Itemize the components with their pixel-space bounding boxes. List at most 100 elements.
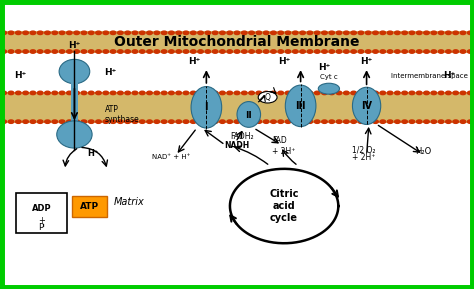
Circle shape — [278, 120, 283, 123]
Text: Pᴵ: Pᴵ — [38, 223, 45, 232]
Circle shape — [329, 91, 335, 95]
Circle shape — [344, 31, 349, 34]
Circle shape — [394, 120, 400, 123]
Circle shape — [74, 91, 80, 95]
Circle shape — [431, 120, 437, 123]
Text: NAD⁺ + H⁺: NAD⁺ + H⁺ — [152, 154, 191, 160]
Circle shape — [169, 50, 174, 53]
Circle shape — [161, 31, 167, 34]
Circle shape — [191, 31, 196, 34]
Text: +: + — [38, 216, 45, 225]
Ellipse shape — [57, 121, 92, 148]
Circle shape — [365, 31, 371, 34]
Circle shape — [8, 91, 14, 95]
Ellipse shape — [285, 85, 316, 127]
Circle shape — [322, 50, 328, 53]
Circle shape — [307, 91, 313, 95]
Circle shape — [59, 91, 65, 95]
Circle shape — [212, 91, 218, 95]
Text: + 2H⁺: + 2H⁺ — [353, 153, 376, 162]
Ellipse shape — [237, 101, 261, 127]
Circle shape — [292, 91, 298, 95]
Circle shape — [16, 120, 21, 123]
Circle shape — [198, 120, 203, 123]
Circle shape — [300, 31, 305, 34]
Circle shape — [351, 50, 356, 53]
Circle shape — [416, 50, 422, 53]
Circle shape — [37, 31, 43, 34]
Circle shape — [103, 50, 109, 53]
Circle shape — [59, 120, 65, 123]
Text: FADH₂: FADH₂ — [230, 132, 254, 141]
Circle shape — [409, 50, 415, 53]
Circle shape — [365, 91, 371, 95]
Circle shape — [161, 120, 167, 123]
Circle shape — [212, 50, 218, 53]
Circle shape — [307, 31, 313, 34]
Circle shape — [205, 91, 210, 95]
Circle shape — [81, 50, 87, 53]
Circle shape — [314, 31, 320, 34]
Circle shape — [37, 91, 43, 95]
Circle shape — [81, 31, 87, 34]
Circle shape — [258, 92, 277, 103]
Circle shape — [431, 50, 437, 53]
Circle shape — [110, 50, 116, 53]
Circle shape — [300, 91, 305, 95]
Text: ATP
synthase: ATP synthase — [105, 105, 140, 124]
Circle shape — [88, 120, 94, 123]
Circle shape — [373, 91, 378, 95]
Circle shape — [264, 50, 269, 53]
Text: H⁺: H⁺ — [443, 71, 455, 80]
Text: I: I — [205, 102, 208, 112]
Circle shape — [110, 31, 116, 34]
Text: H⁺: H⁺ — [318, 63, 330, 72]
Text: H⁺: H⁺ — [104, 68, 116, 77]
Circle shape — [387, 31, 393, 34]
Circle shape — [292, 31, 298, 34]
Circle shape — [30, 91, 36, 95]
Circle shape — [88, 50, 94, 53]
Ellipse shape — [318, 83, 339, 94]
Circle shape — [1, 91, 7, 95]
Circle shape — [416, 91, 422, 95]
FancyBboxPatch shape — [16, 193, 67, 233]
Circle shape — [74, 50, 80, 53]
Circle shape — [212, 120, 218, 123]
Circle shape — [132, 91, 138, 95]
Text: 1/2 O₂: 1/2 O₂ — [353, 146, 376, 155]
Circle shape — [394, 31, 400, 34]
Circle shape — [74, 120, 80, 123]
Circle shape — [103, 91, 109, 95]
Circle shape — [402, 31, 408, 34]
Circle shape — [52, 50, 58, 53]
Circle shape — [285, 31, 291, 34]
Circle shape — [409, 91, 415, 95]
Circle shape — [409, 120, 415, 123]
Circle shape — [300, 50, 305, 53]
Circle shape — [271, 31, 276, 34]
Circle shape — [416, 31, 422, 34]
Text: H⁺: H⁺ — [14, 71, 27, 80]
Circle shape — [467, 120, 473, 123]
Circle shape — [387, 120, 393, 123]
Circle shape — [271, 50, 276, 53]
Circle shape — [125, 120, 130, 123]
Circle shape — [431, 91, 437, 95]
Circle shape — [23, 120, 28, 123]
Circle shape — [74, 31, 80, 34]
Circle shape — [467, 91, 473, 95]
Circle shape — [292, 50, 298, 53]
Circle shape — [387, 91, 393, 95]
Circle shape — [446, 50, 451, 53]
Circle shape — [219, 31, 225, 34]
Circle shape — [23, 31, 28, 34]
Circle shape — [460, 31, 466, 34]
Circle shape — [322, 120, 328, 123]
Bar — [1, 32, 473, 53]
Circle shape — [103, 31, 109, 34]
Circle shape — [154, 31, 160, 34]
Circle shape — [132, 31, 138, 34]
Circle shape — [336, 31, 342, 34]
Circle shape — [256, 50, 262, 53]
